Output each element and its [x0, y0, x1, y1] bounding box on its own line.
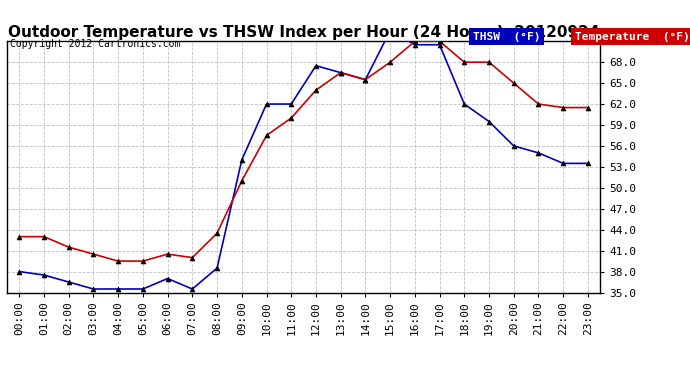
Text: THSW  (°F): THSW (°F): [473, 32, 540, 42]
Text: Temperature  (°F): Temperature (°F): [575, 32, 689, 42]
Text: Copyright 2012 Cartronics.com: Copyright 2012 Cartronics.com: [10, 39, 181, 50]
Title: Outdoor Temperature vs THSW Index per Hour (24 Hours)  20120924: Outdoor Temperature vs THSW Index per Ho…: [8, 25, 600, 40]
